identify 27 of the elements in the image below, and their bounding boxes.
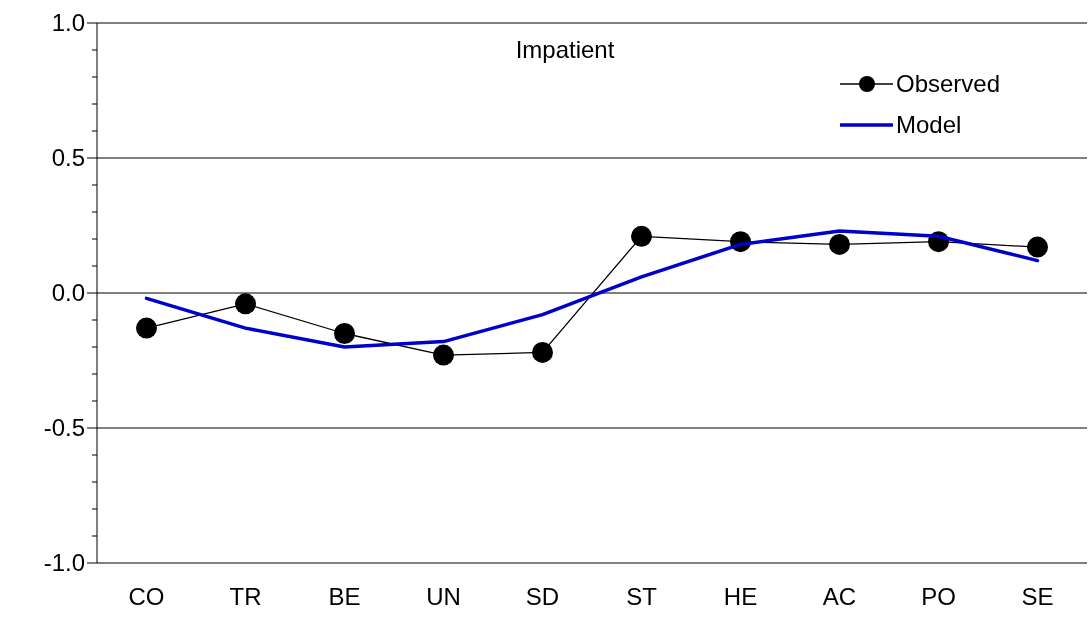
x-tick-label: SD [525,583,560,610]
x-tick-label: PO [921,583,956,610]
y-tick-label: 0.5 [51,144,85,172]
y-tick-label: -1.0 [43,549,85,577]
x-tick-label: AC [822,583,857,610]
y-tick-label: 0.0 [51,279,85,307]
legend-label: Observed [896,70,1001,98]
point [433,344,454,366]
point [1027,236,1048,258]
x-tick-label: SE [1021,583,1054,610]
point [631,225,652,247]
point [334,323,355,344]
x-tick-label: UN [426,583,461,610]
point [829,233,850,255]
x-tick-label: ST [626,583,658,610]
x-tick-label: CO [128,583,165,610]
y-tick-label: 1.0 [51,9,85,37]
line-series [144,229,1040,349]
legend-label: Model [896,111,962,139]
text: Impatient [515,36,615,63]
point [235,293,256,315]
point [532,341,553,363]
y-tick-label: -0.5 [43,414,85,442]
x-tick-label: TR [229,583,262,610]
point [136,317,157,339]
x-tick-label: HE [723,583,758,610]
x-tick-label: BE [328,583,361,610]
